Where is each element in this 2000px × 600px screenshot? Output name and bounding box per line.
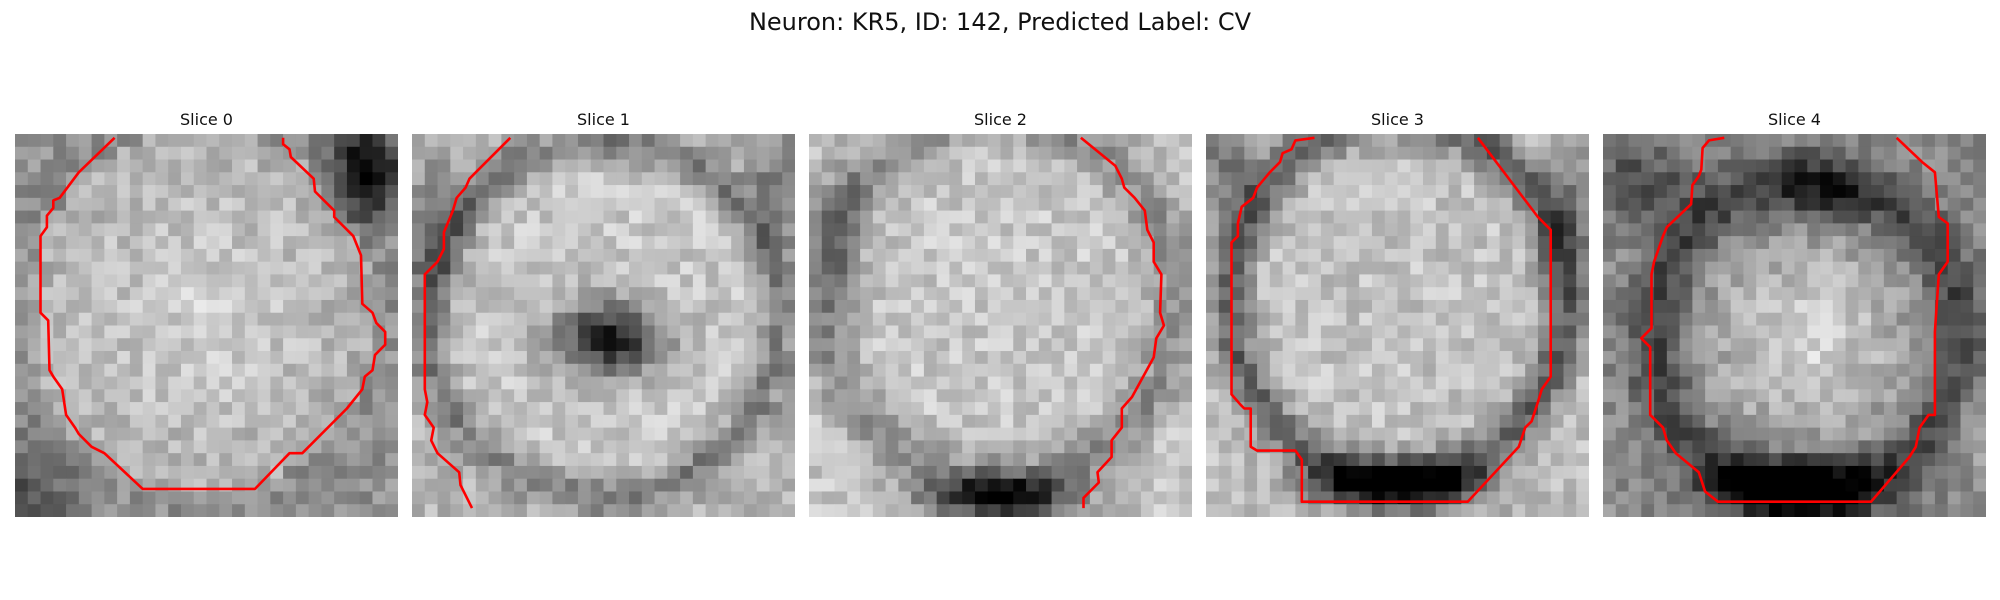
slice-panel-0	[15, 134, 398, 517]
contour-line	[423, 136, 512, 509]
slice-panel-2	[809, 134, 1192, 517]
slice-image-0	[15, 134, 398, 517]
slice-title-3: Slice 3	[1371, 110, 1424, 129]
slice-title-1: Slice 1	[577, 110, 630, 129]
slice-image-3	[1206, 134, 1589, 517]
figure-title: Neuron: KR5, ID: 142, Predicted Label: C…	[748, 8, 1252, 36]
slice-panel-4	[1603, 134, 1986, 517]
slice-image-4	[1603, 134, 1986, 517]
contour-line	[1080, 136, 1166, 509]
slice-panel-1	[412, 134, 795, 517]
slice-pixels	[1206, 134, 1589, 517]
slice-image-2	[809, 134, 1192, 517]
slice-pixels	[412, 134, 795, 517]
contour-line	[39, 136, 387, 491]
slice-pixels	[809, 134, 1192, 517]
slice-title-2: Slice 2	[974, 110, 1027, 129]
slice-title-0: Slice 0	[180, 110, 233, 129]
contour-line	[1230, 136, 1553, 504]
slice-pixels	[1603, 134, 1986, 517]
slice-panel-3	[1206, 134, 1589, 517]
slice-title-4: Slice 4	[1768, 110, 1821, 129]
slice-pixels	[15, 134, 398, 517]
slice-image-1	[412, 134, 795, 517]
contour-line	[1639, 136, 1950, 504]
